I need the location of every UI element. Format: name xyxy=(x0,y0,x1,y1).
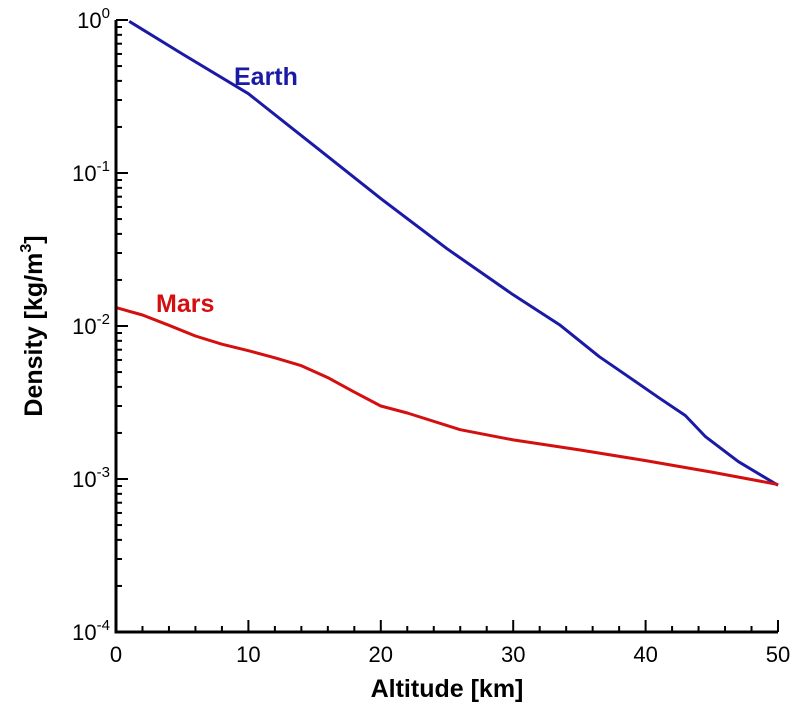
series-line-mars xyxy=(115,306,779,486)
x-axis-title: Altitude [km] xyxy=(371,675,524,703)
x-tick-label: 30 xyxy=(501,642,525,667)
series-label-mars: Mars xyxy=(156,290,214,318)
y-tick-label: 100 xyxy=(77,5,110,33)
x-tick-label: 40 xyxy=(633,642,657,667)
labels-layer: Altitude [km] Density [kg/m3] Earth Mars xyxy=(18,63,523,703)
x-tick-label: 50 xyxy=(766,642,790,667)
y-axis-title: Density [kg/m3] xyxy=(18,235,48,416)
y-tick-label: 10-4 xyxy=(72,617,110,645)
x-tick-label: 10 xyxy=(236,642,260,667)
y-tick-label: 10-3 xyxy=(72,464,110,492)
series-line-earth xyxy=(128,20,779,487)
ticks-layer: 0 10 20 30 40 50 100 10-1 10-2 10-3 10-4 xyxy=(72,5,790,667)
x-tick-label: 20 xyxy=(369,642,393,667)
axes-layer xyxy=(114,20,778,634)
y-tick-label: 10-2 xyxy=(72,311,110,339)
series-layer xyxy=(115,20,779,487)
series-label-earth: Earth xyxy=(234,63,298,91)
y-tick-label: 10-1 xyxy=(72,158,110,186)
x-tick-label: 0 xyxy=(110,642,122,667)
